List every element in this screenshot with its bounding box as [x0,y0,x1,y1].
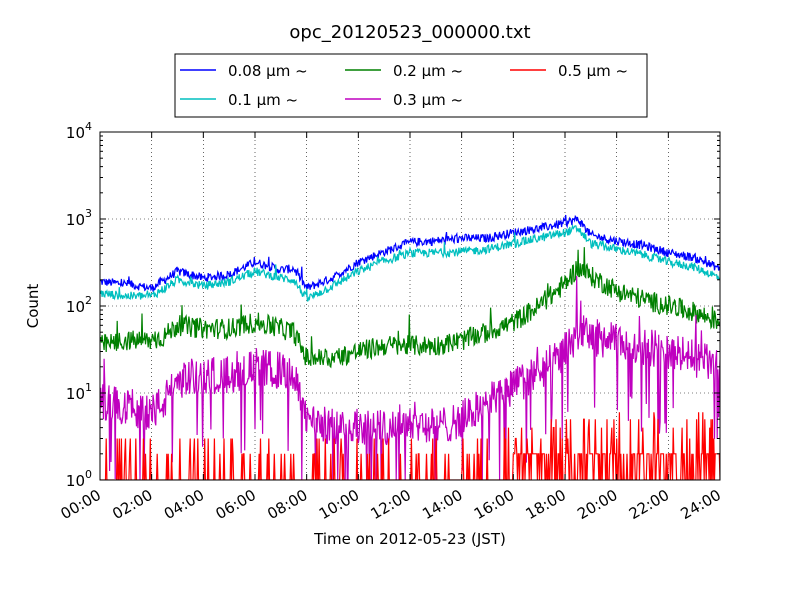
y-tick-base: 10 [66,472,85,490]
legend-label: 0.1 μm ~ [228,91,298,109]
y-tick-label: 102 [66,294,92,316]
y-tick-base: 10 [66,211,85,229]
legend-label: 0.08 μm ~ [228,62,308,80]
series-line [100,412,720,480]
y-tick-exponent: 3 [85,207,92,220]
y-tick-label: 101 [66,381,92,403]
y-tick-exponent: 1 [85,381,92,394]
y-tick-base: 10 [66,385,85,403]
series-line [100,247,720,369]
y-tick-base: 10 [66,298,85,316]
legend-label: 0.5 μm ~ [558,62,628,80]
y-tick-exponent: 0 [85,468,92,481]
y-tick-exponent: 4 [85,120,92,133]
series-line [100,223,720,302]
y-tick-base: 10 [66,124,85,142]
series-line [100,214,720,292]
legend-label: 0.3 μm ~ [393,91,463,109]
series-line [100,275,720,480]
y-axis-label: Count [24,284,42,329]
x-axis-label: Time on 2012-05-23 (JST) [313,530,506,548]
legend: 0.08 μm ~ 0.1 μm ~ 0.2 μm ~ 0.3 μm ~ 0.5 μm … [174,53,648,118]
y-tick-label: 100 [66,468,92,490]
legend-box [174,53,648,118]
chart-title: opc_20120523_000000.txt [289,22,530,43]
y-tick-label: 103 [66,207,92,229]
legend-label: 0.2 μm ~ [393,62,463,80]
y-tick-label: 104 [66,120,92,142]
series-layer [100,214,720,480]
y-tick-exponent: 2 [85,294,92,307]
